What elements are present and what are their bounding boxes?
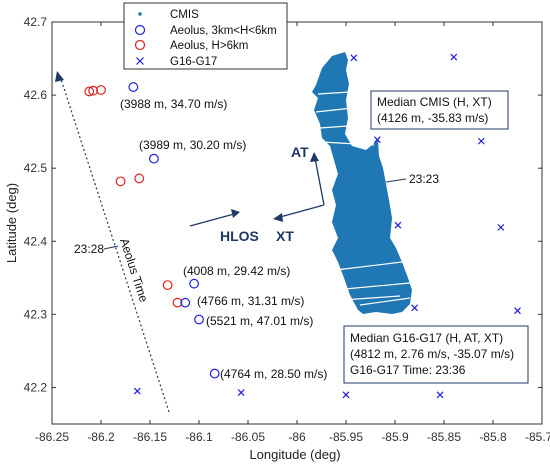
aeolus-high-point [115,176,126,187]
aeolus-high-point [84,86,95,97]
median-goes-line3: G16-G17 Time: 23:36 [350,363,466,377]
median-cmis-line1: Median CMIS (H, XT) [377,95,492,109]
g16-g17-point [450,53,458,61]
annotation-3988: (3988 m, 34.70 m/s) [120,97,227,111]
y-tick-label: 42.5 [24,161,48,175]
y-tick-label: 42.3 [24,307,48,321]
aeolus-high-point [134,173,145,184]
x-tick-label: -85.85 [427,430,461,444]
median-goes-line1: Median G16-G17 (H, AT, XT) [350,331,503,345]
x-tick-label: -85.75 [525,430,550,444]
g16-g17-point [514,307,521,315]
g16-g17-point [436,391,444,399]
legend: CMIS Aeolus, 3km<H<6km Aeolus, H>6km G16… [123,2,288,70]
aeolus-time-leader [103,245,119,250]
aeolus-track [59,75,170,413]
g16-g17-point [394,221,402,229]
x-tick-label: -86.05 [231,430,265,444]
aeolus-track-arrowhead [55,71,64,82]
aeolus-high-point [88,85,99,96]
legend-label-aeolus-mid: Aeolus, 3km<H<6km [170,25,277,37]
x-tick-label: -86.15 [133,430,167,444]
aeolus-time-value: 23:28 [74,242,104,256]
annotation-5521: (5521 m, 47.01 m/s) [206,314,313,328]
aeolus-mid-point [189,278,200,289]
aeolus-high-point [96,85,106,95]
data-markers [84,53,521,399]
hlos-arrowhead [231,209,240,218]
y-tick-label: 42.2 [24,380,48,394]
annotation-3989: (3989 m, 30.20 m/s) [139,138,246,152]
at-arrowhead [310,152,319,162]
aeolus-mid-point [128,82,139,92]
cmis-time-leader [385,178,407,183]
at-arrow [314,157,325,206]
median-cmis-box: Median CMIS (H, XT) (4126 m, -35.83 m/s) [370,90,509,130]
y-tick-label: 42.6 [24,88,48,102]
g16-g17-point [497,223,505,231]
median-cmis-line2: (4126 m, -35.83 m/s) [377,111,488,125]
g16-g17-point [133,387,141,395]
median-goes-box: Median G16-G17 (H, AT, XT) (4812 m, 2.76… [343,325,529,384]
g16-g17-point [411,304,419,312]
g16-g17-point [342,391,350,399]
legend-label-aeolus-high: Aeolus, H>6km [170,40,248,52]
cmis-swath [312,52,412,314]
aeolus-high-point [172,297,183,308]
g16-g17-point [373,136,381,144]
x-tick-label: -85.9 [381,430,409,444]
aeolus-mid-point [180,297,191,308]
legend-marker-aeolus-mid [134,24,146,36]
x-tick-label: -85.95 [329,430,363,444]
legend-label-cmis: CMIS [170,9,199,21]
y-axis: 42.2 42.3 42.4 42.5 42.6 42.7 [24,15,542,394]
g16-g17-point [237,389,245,396]
g16-g17-point [477,137,485,145]
cmis-gaps [315,91,411,306]
cmis-time-value: 23:23 [409,172,439,186]
legend-marker-cmis [138,12,142,16]
x-axis-label: Longitude (deg) [249,447,340,462]
xt-arrow [279,204,325,218]
x-axis: -86.25 -86.2 -86.15 -86.1 -86.05 -86 -85.95 -85… [35,22,550,444]
hlos-arrow [189,213,235,227]
annotation-4766: (4766 m, 31.31 m/s) [197,294,304,308]
median-goes-line2: (4812 m, 2.76 m/s, -35.07 m/s) [350,347,514,361]
y-axis-label: Latitude (deg) [4,183,19,263]
legend-box [123,2,288,70]
x-tick-label: -86.2 [87,430,115,444]
g16-g17-point [350,54,358,62]
x-tick-label: -86 [288,430,306,444]
y-tick-label: 42.7 [24,15,48,29]
aeolus-mid-point [209,368,220,379]
annotation-4764: (4764 m, 28.50 m/s) [220,367,327,381]
x-tick-label: -86.1 [185,430,213,444]
aeolus-mid-point [149,153,159,164]
xt-label: XT [276,228,294,244]
legend-marker-aeolus-high [134,39,146,51]
legend-label-goes: G16-G17 [170,56,217,68]
y-tick-label: 42.4 [24,234,48,248]
hlos-label: HLOS [220,228,259,244]
annotation-4008: (4008 m, 29.42 m/s) [183,264,290,278]
aeolus-high-point [162,280,173,291]
x-tick-label: -86.25 [35,430,69,444]
x-tick-label: -85.8 [479,430,507,444]
aeolus-mid-point [194,314,204,325]
legend-marker-goes [136,57,144,65]
xt-arrowhead [273,213,283,222]
at-label: AT [291,144,309,160]
